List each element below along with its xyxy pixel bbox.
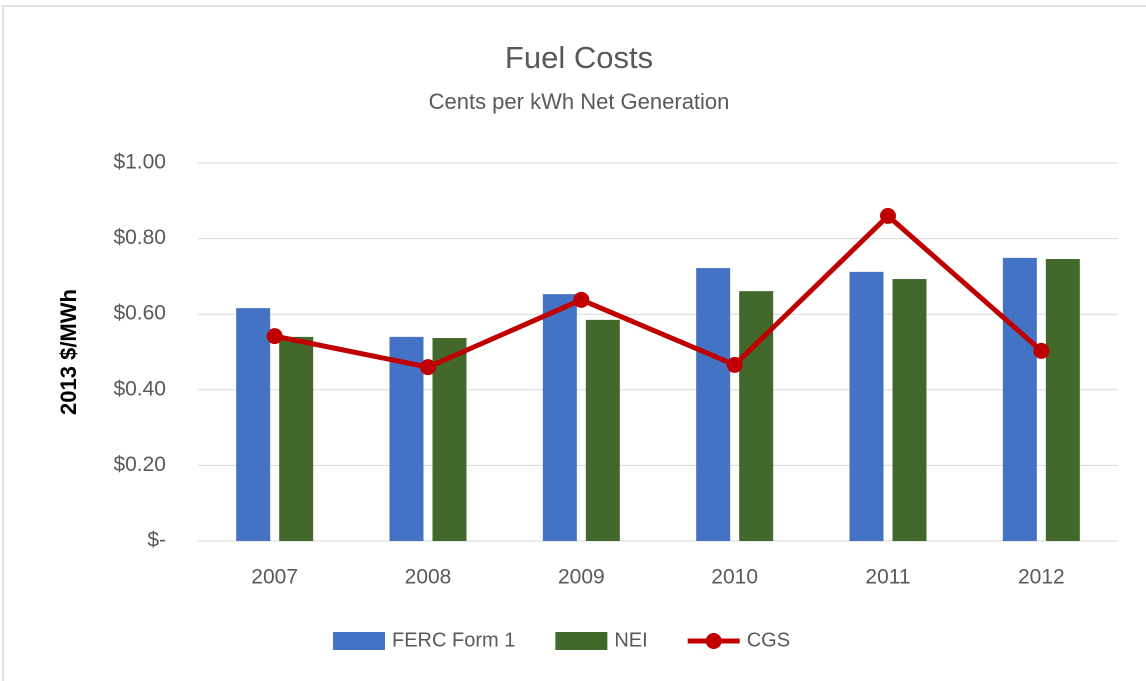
chart-title: Fuel Costs <box>505 40 653 75</box>
x-tick-label: 2010 <box>711 566 758 589</box>
line-marker <box>880 207 896 224</box>
bar <box>1045 259 1080 541</box>
bar <box>739 291 774 541</box>
bar <box>236 308 271 541</box>
bar <box>1002 257 1037 541</box>
line-marker <box>726 356 743 373</box>
y-tick-label: $0.80 <box>113 226 166 249</box>
x-tick-label: 2011 <box>865 566 910 589</box>
bar <box>849 271 884 541</box>
y-tick-label: $- <box>147 529 166 552</box>
bar <box>432 338 467 541</box>
legend-label: CGS <box>747 629 790 651</box>
bar <box>696 268 731 541</box>
y-axis-label: 2013 $/MWh <box>56 289 81 415</box>
bar <box>389 336 424 541</box>
y-tick-label: $0.60 <box>113 302 166 325</box>
x-tick-label: 2012 <box>1018 566 1065 589</box>
line-marker <box>420 359 436 376</box>
line-marker <box>573 291 590 308</box>
bar <box>585 319 620 541</box>
bar <box>542 294 577 541</box>
x-tick-label: 2007 <box>251 566 298 589</box>
y-tick-label: $0.20 <box>113 453 166 476</box>
legend-label: NEI <box>614 629 647 651</box>
y-tick-label: $0.40 <box>113 377 166 400</box>
legend-swatch <box>333 632 385 650</box>
legend-swatch <box>705 633 722 649</box>
bar <box>892 279 927 541</box>
legend-label: FERC Form 1 <box>392 629 515 651</box>
line-marker <box>266 328 283 345</box>
line <box>274 213 1043 370</box>
chart-subtitle: Cents per kWh Net Generation <box>429 89 730 114</box>
x-tick-label: 2008 <box>405 566 452 589</box>
bar <box>279 336 314 541</box>
line-marker <box>1033 342 1050 359</box>
y-tick-label: $1.00 <box>113 151 166 174</box>
chart-border <box>2 5 1146 681</box>
x-tick-label: 2009 <box>558 566 605 589</box>
legend-swatch <box>555 632 608 650</box>
